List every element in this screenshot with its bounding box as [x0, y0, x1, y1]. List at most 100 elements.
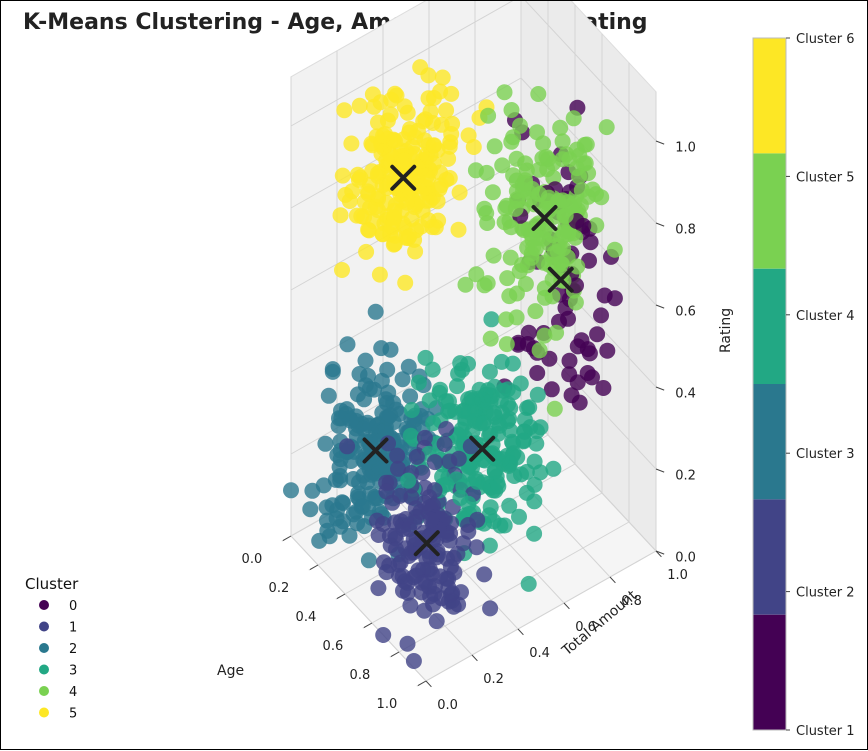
point-cluster-4	[512, 117, 528, 134]
point-cluster-5	[401, 228, 418, 245]
y-tick-mark	[563, 602, 570, 610]
point-cluster-0	[595, 380, 612, 396]
point-cluster-2	[332, 451, 349, 468]
point-cluster-1	[389, 447, 406, 464]
point-cluster-0	[561, 366, 578, 383]
x-tick-mark	[309, 564, 319, 570]
point-cluster-2	[360, 367, 376, 384]
point-cluster-4	[485, 247, 502, 264]
point-cluster-4	[598, 119, 615, 136]
point-cluster-5	[418, 167, 435, 184]
point-cluster-1	[392, 487, 408, 504]
point-cluster-3	[512, 375, 529, 392]
point-cluster-0	[596, 287, 613, 304]
point-cluster-2	[302, 501, 319, 518]
point-cluster-0	[543, 381, 560, 398]
point-cluster-1	[436, 436, 453, 452]
point-cluster-2	[402, 388, 419, 405]
point-cluster-0	[589, 326, 606, 343]
point-cluster-5	[424, 219, 441, 236]
point-cluster-4	[531, 161, 548, 178]
point-cluster-4	[503, 133, 520, 150]
point-cluster-1	[468, 539, 485, 556]
point-cluster-5	[438, 102, 455, 119]
point-cluster-3	[410, 374, 427, 391]
z-tick-mark	[655, 304, 665, 309]
y-tick-mark	[609, 576, 616, 584]
point-cluster-3	[486, 405, 502, 422]
point-cluster-1	[390, 460, 406, 477]
point-cluster-3	[526, 493, 543, 510]
point-cluster-3	[500, 396, 516, 413]
point-cluster-4	[468, 266, 485, 283]
point-cluster-5	[441, 138, 458, 155]
point-cluster-3	[481, 363, 498, 380]
point-cluster-3	[452, 489, 469, 506]
point-cluster-5	[460, 127, 477, 144]
point-cluster-4	[554, 192, 571, 209]
colorbar-label: Cluster 1	[796, 724, 855, 739]
point-cluster-5	[363, 135, 380, 152]
centroid-marker-3	[469, 435, 496, 462]
point-cluster-0	[581, 252, 597, 269]
point-cluster-2	[370, 458, 387, 475]
point-cluster-4	[565, 110, 582, 127]
point-cluster-3	[417, 349, 434, 366]
point-cluster-4	[536, 327, 553, 344]
point-cluster-2	[360, 552, 377, 569]
z-tick-label: 0.8	[675, 222, 696, 237]
point-cluster-4	[554, 151, 571, 168]
legend-marker-3	[39, 664, 49, 675]
point-cluster-4	[486, 138, 503, 155]
point-cluster-4	[567, 294, 584, 311]
point-cluster-5	[360, 185, 377, 202]
point-cluster-5	[396, 98, 413, 115]
point-cluster-2	[379, 361, 396, 378]
point-cluster-5	[383, 219, 400, 235]
point-cluster-1	[443, 586, 460, 603]
point-cluster-5	[386, 235, 403, 252]
point-cluster-1	[368, 512, 385, 529]
point-cluster-1	[422, 588, 439, 605]
colorbar-segment-6	[753, 38, 786, 154]
point-cluster-4	[457, 276, 474, 293]
point-cluster-3	[424, 361, 441, 378]
point-cluster-5	[337, 186, 354, 203]
point-cluster-1	[378, 564, 395, 581]
x-tick-mark	[282, 535, 292, 541]
point-cluster-4	[531, 186, 548, 203]
point-cluster-1	[432, 568, 449, 585]
point-cluster-0	[581, 345, 598, 362]
point-cluster-1	[387, 514, 404, 531]
point-cluster-1	[408, 448, 425, 465]
legend-label-1: 1	[69, 621, 77, 636]
point-cluster-5	[349, 166, 366, 183]
point-cluster-5	[432, 164, 448, 181]
x-tick-label: 0.6	[323, 639, 344, 654]
point-cluster-1	[476, 566, 493, 583]
point-cluster-1	[426, 482, 443, 499]
point-cluster-5	[336, 102, 353, 119]
point-cluster-3	[528, 435, 545, 452]
point-cluster-4	[467, 162, 484, 179]
point-cluster-0	[561, 352, 578, 369]
point-cluster-3	[481, 537, 498, 554]
z-axis-label: Rating	[718, 308, 734, 353]
point-cluster-4	[508, 285, 525, 302]
z-tick-label: 1.0	[675, 140, 696, 155]
grid-line-age	[416, 550, 657, 687]
legend-label-5: 5	[69, 707, 77, 722]
grid-line-amount	[290, 535, 427, 682]
point-cluster-4	[482, 330, 499, 347]
point-cluster-4	[496, 84, 513, 101]
point-cluster-4	[571, 168, 587, 185]
point-cluster-5	[450, 221, 467, 238]
point-cluster-5	[351, 97, 368, 114]
point-cluster-2	[377, 391, 394, 408]
point-cluster-3	[482, 499, 499, 516]
colorbar-segment-5	[753, 153, 786, 269]
point-cluster-5	[358, 243, 375, 260]
point-cluster-5	[396, 152, 413, 169]
z-tick-label: 0.2	[675, 468, 696, 483]
